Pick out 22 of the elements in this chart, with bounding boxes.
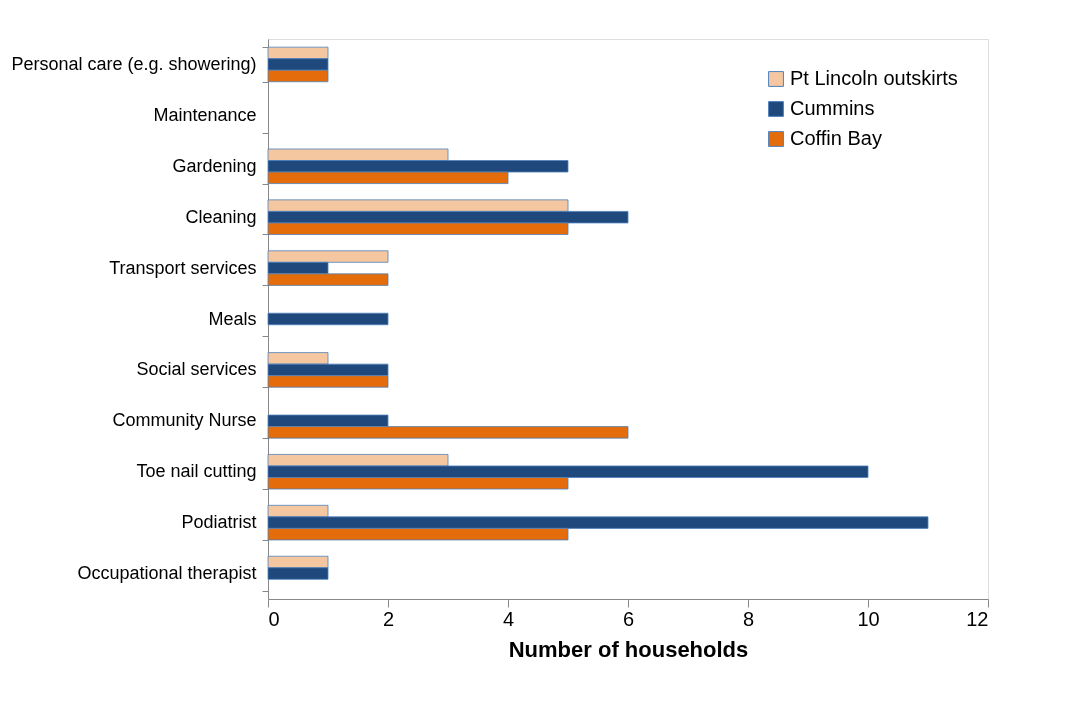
x-axis-title: Number of households: [508, 636, 749, 662]
y-tick-label: Gardening: [172, 155, 257, 176]
y-tick-label: Transport services: [109, 257, 257, 278]
legend-label: Coffin Bay: [790, 127, 882, 149]
y-tick-label: Social services: [136, 359, 257, 380]
x-tick-label: 10: [857, 607, 880, 630]
x-tick-label: 12: [966, 607, 989, 630]
legend-label: Pt Lincoln outskirts: [790, 67, 958, 89]
x-tick-label: 2: [382, 607, 395, 630]
y-tick-label: Maintenance: [153, 104, 257, 125]
x-tick-label: 6: [622, 607, 635, 630]
x-tick-label: 0: [268, 607, 280, 630]
y-tick-label: Toe nail cutting: [136, 461, 257, 482]
legend-label: Cummins: [790, 97, 875, 119]
y-tick-label: Community Nurse: [112, 410, 257, 431]
y-tick-label: Podiatrist: [181, 512, 257, 533]
x-tick-label: 4: [502, 607, 515, 630]
y-tick-label: Personal care (e.g. showering): [11, 53, 257, 74]
y-tick-label: Cleaning: [185, 206, 257, 227]
y-tick-label: Occupational therapist: [77, 563, 257, 584]
y-tick-label: Meals: [208, 308, 257, 329]
x-tick-label: 8: [742, 607, 755, 630]
